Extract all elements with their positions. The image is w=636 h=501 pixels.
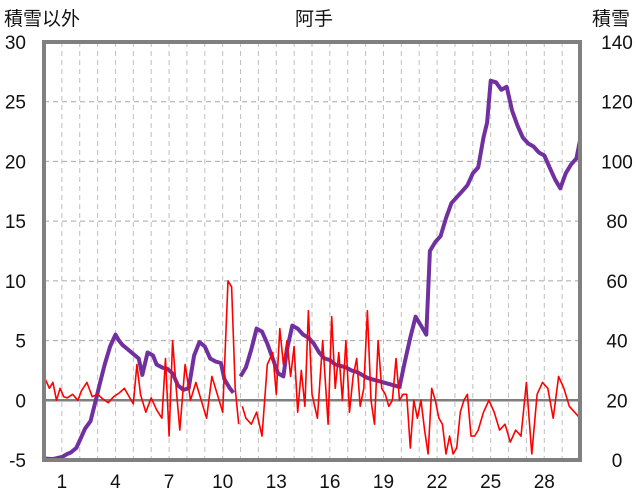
x-tick-label: 16 [319, 472, 340, 493]
x-tick-label: 28 [534, 472, 555, 493]
x-tick-label: 7 [164, 472, 175, 493]
left-tick-label: 25 [5, 93, 26, 114]
left-tick-label: 30 [5, 33, 26, 54]
left-tick-label: 20 [5, 152, 26, 173]
right-tick-label: 20 [606, 391, 627, 412]
other-value-line [43, 280, 581, 455]
right-tick-label: 0 [612, 451, 623, 472]
right-tick-label: 80 [606, 212, 627, 233]
right-tick-label: 140 [601, 33, 633, 54]
x-tick-label: 19 [373, 472, 394, 493]
x-tick-label: 25 [480, 472, 501, 493]
snow-depth-line [43, 78, 582, 462]
left-tick-label: 0 [15, 391, 26, 412]
right-axis-label: 積雪 [592, 8, 630, 30]
left-tick-label: -5 [9, 451, 26, 472]
right-tick-label: 100 [601, 152, 633, 173]
left-tick-label: 10 [5, 272, 26, 293]
left-tick-label: 5 [15, 332, 26, 353]
left-tick-label: 15 [5, 212, 26, 233]
right-tick-label: 40 [606, 332, 627, 353]
right-tick-label: 60 [606, 272, 627, 293]
x-tick-label: 13 [266, 472, 287, 493]
x-tick-label: 22 [426, 472, 447, 493]
chart-title: 阿手 [295, 8, 333, 30]
grid [44, 41, 580, 461]
left-axis-label: 積雪以外 [4, 8, 80, 30]
x-tick-label: 1 [57, 472, 68, 493]
plot-frame [42, 40, 582, 462]
tick-labels: -5 0 5 10 15 20 25 30 0 20 40 60 80 100 120 140 1 4 7 10 13 1… [5, 33, 633, 493]
right-tick-label: 120 [601, 93, 633, 114]
x-tick-label: 10 [212, 472, 233, 493]
x-tick-label: 4 [110, 472, 121, 493]
